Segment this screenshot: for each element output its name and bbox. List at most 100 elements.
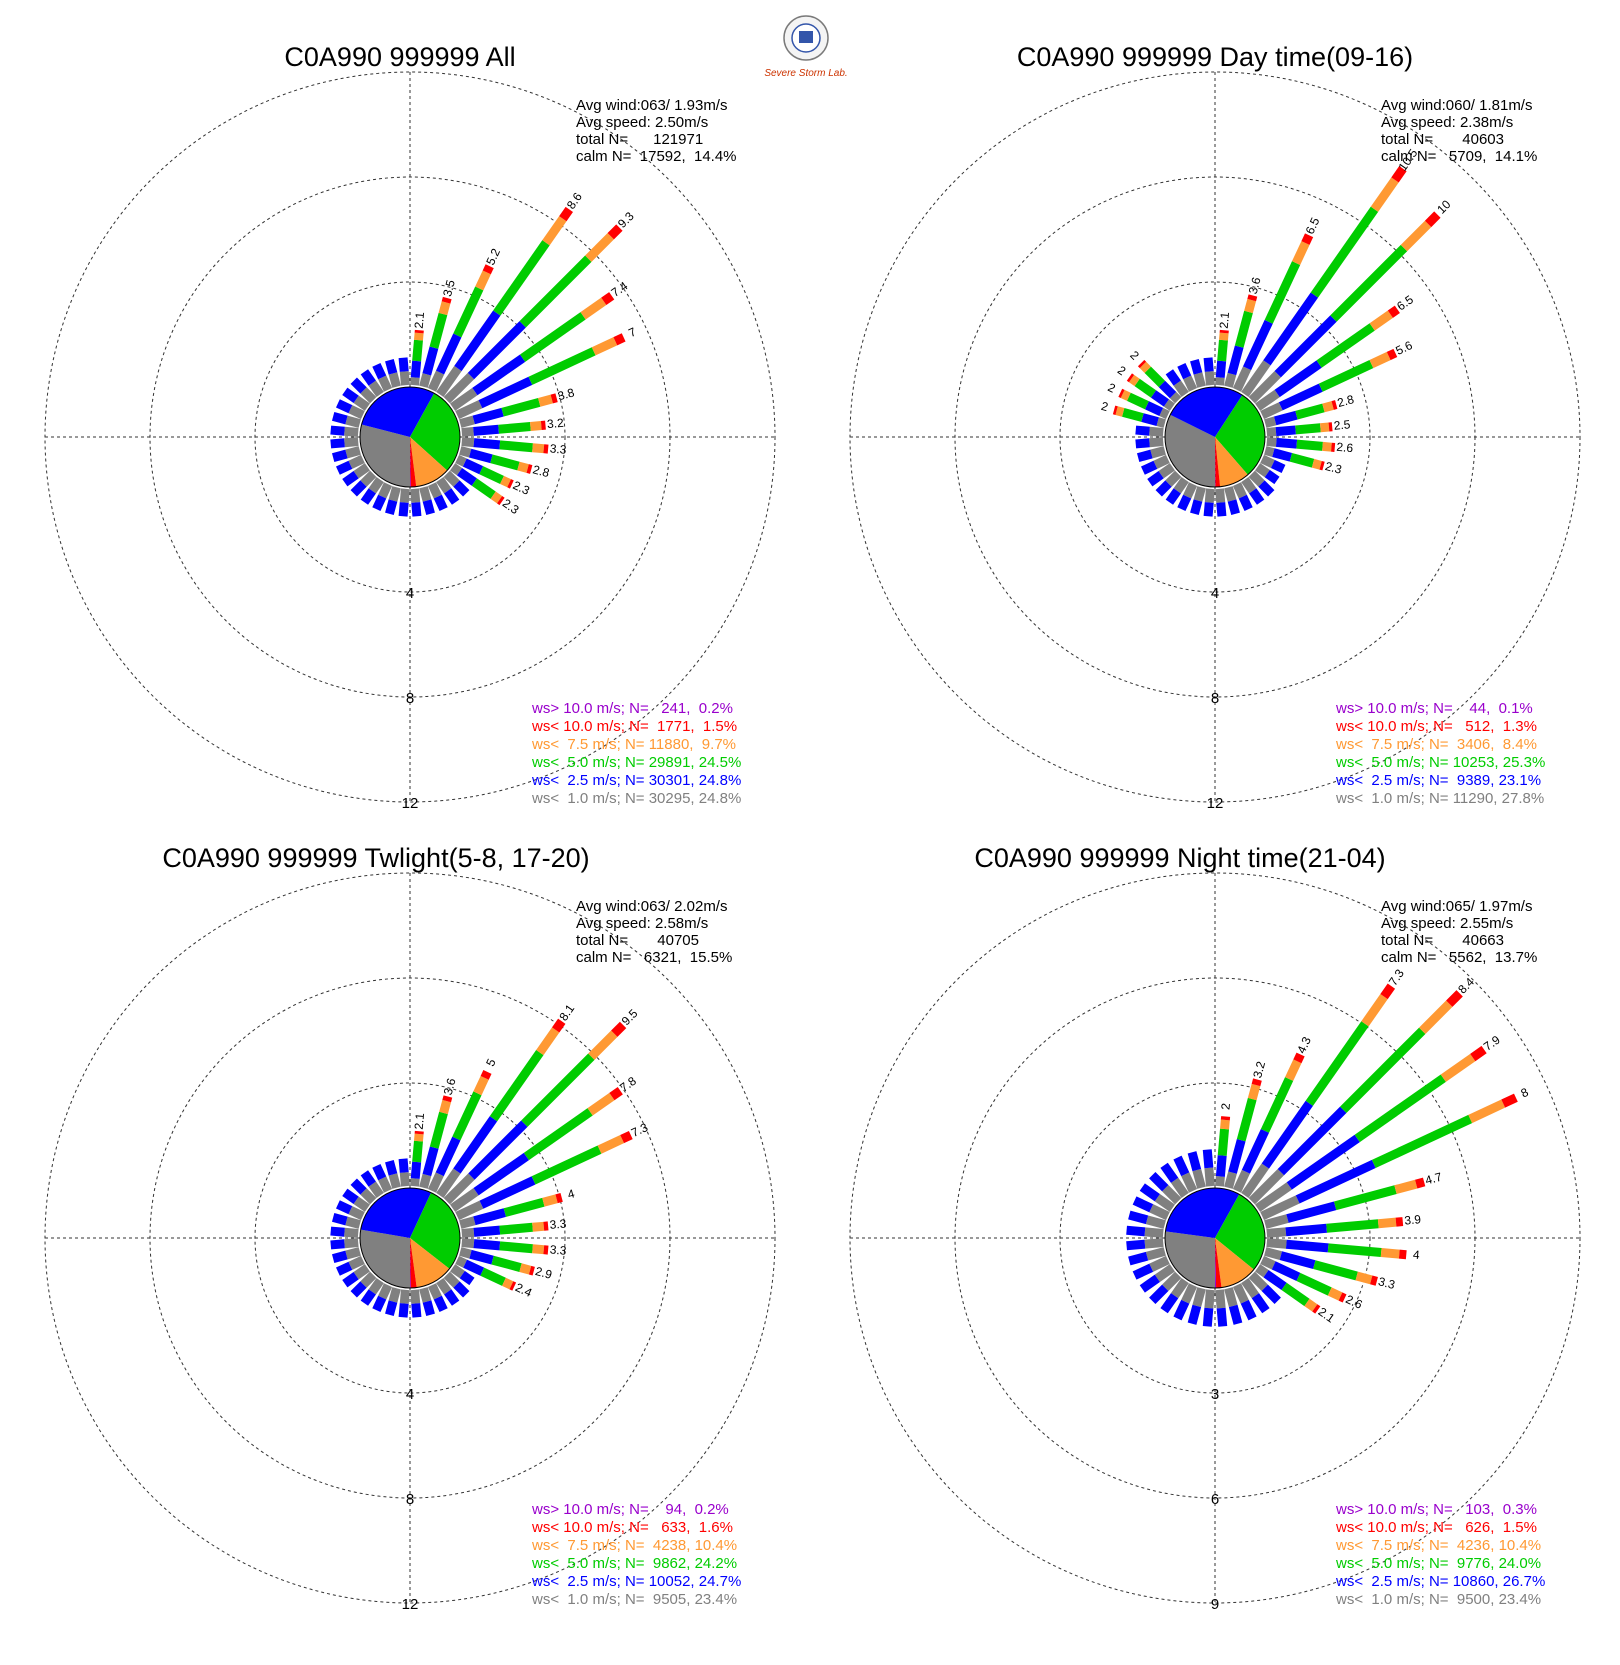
spoke-bar bbox=[1207, 1150, 1210, 1187]
spoke-segment bbox=[518, 466, 527, 468]
spoke-segment bbox=[363, 1191, 373, 1201]
ring-label: 12 bbox=[402, 795, 419, 812]
spoke-segment bbox=[1253, 491, 1261, 502]
spoke-segment bbox=[1138, 454, 1151, 458]
spoke-segment bbox=[460, 1221, 474, 1225]
spoke-segment bbox=[1151, 1208, 1168, 1216]
spoke-segment bbox=[460, 450, 470, 453]
spoke-segment bbox=[356, 467, 367, 475]
spoke-segment bbox=[1237, 1285, 1245, 1302]
spoke-segment bbox=[1256, 1080, 1257, 1085]
spoke-segment bbox=[1221, 1308, 1223, 1326]
windrose-panel: 48122.13.55.28.69.37.473.83.23.32.82.32.… bbox=[45, 42, 775, 812]
spoke-segment bbox=[604, 296, 612, 302]
spoke-segment bbox=[1267, 432, 1276, 433]
spoke-segment bbox=[331, 1244, 345, 1245]
spoke-segment bbox=[440, 1281, 448, 1292]
spoke-segment bbox=[1443, 1058, 1472, 1079]
spoke-bar bbox=[1220, 489, 1222, 516]
spoke-segment bbox=[1149, 431, 1163, 432]
panel-title: C0A990 999999 Twlight(5-8, 17-20) bbox=[162, 843, 589, 873]
spoke-segment bbox=[1220, 361, 1221, 377]
spoke-segment bbox=[1267, 1232, 1286, 1234]
spoke-segment bbox=[356, 1200, 367, 1208]
spoke-segment bbox=[1237, 484, 1243, 496]
legend-entry: ws< 1.0 m/s; N= 30295, 24.8% bbox=[531, 790, 741, 807]
spoke-segment bbox=[1177, 1302, 1185, 1319]
spoke-segment bbox=[1320, 427, 1328, 428]
spoke-segment bbox=[1357, 1276, 1372, 1280]
spoke-segment bbox=[474, 1213, 504, 1221]
legend-entry: ws< 7.5 m/s; N= 11880, 9.7% bbox=[531, 736, 736, 753]
spoke-segment bbox=[1258, 467, 1268, 474]
spoke-segment bbox=[1192, 1306, 1197, 1324]
spoke-segment bbox=[1207, 1150, 1209, 1168]
spoke-segment bbox=[416, 1304, 417, 1318]
spoke-segment bbox=[1169, 372, 1177, 383]
legend-entry: ws< 10.0 m/s; N= 633, 1.6% bbox=[531, 1519, 733, 1536]
spoke-segment bbox=[1177, 383, 1185, 394]
spoke-value-label: 3.2 bbox=[546, 416, 564, 431]
spoke-segment bbox=[1287, 1206, 1335, 1219]
spoke-segment bbox=[474, 1230, 500, 1232]
spoke-segment bbox=[540, 1030, 556, 1053]
spoke-value-label: 3.3 bbox=[549, 1242, 567, 1257]
spoke-bar bbox=[403, 489, 405, 516]
spoke-segment bbox=[1275, 415, 1296, 421]
stat-line: Avg wind:063/ 2.02m/s bbox=[576, 898, 727, 915]
spoke-segment bbox=[1220, 1176, 1221, 1186]
spoke-segment bbox=[1296, 408, 1323, 415]
spoke-segment bbox=[505, 1202, 544, 1212]
spoke-segment bbox=[376, 497, 382, 509]
legend-entry: ws< 7.5 m/s; N= 4238, 10.4% bbox=[531, 1537, 737, 1554]
spoke-segment bbox=[1233, 1306, 1238, 1324]
spoke-segment bbox=[389, 360, 393, 373]
spoke-segment bbox=[465, 1264, 482, 1272]
spoke-segment bbox=[500, 500, 502, 502]
spoke-segment bbox=[552, 398, 557, 399]
spoke-value-label: 2.1 bbox=[412, 1112, 427, 1130]
spoke-segment bbox=[1208, 358, 1209, 372]
spoke-segment bbox=[1273, 453, 1290, 458]
spoke-segment bbox=[423, 1175, 426, 1188]
spoke-segment bbox=[346, 450, 359, 454]
spoke-value-label: 2.1 bbox=[1217, 311, 1232, 329]
spoke-segment bbox=[1147, 405, 1161, 412]
calm-pie bbox=[1165, 387, 1265, 487]
spoke-segment bbox=[423, 487, 427, 500]
ring-label: 8 bbox=[406, 1491, 414, 1508]
spoke-segment bbox=[1114, 410, 1117, 411]
spoke-segment bbox=[521, 1268, 531, 1271]
spoke-segment bbox=[1404, 224, 1428, 248]
spoke-segment bbox=[612, 1091, 620, 1097]
spoke-bar bbox=[403, 358, 405, 385]
spoke-segment bbox=[462, 442, 474, 443]
spoke-value-label: 2.8 bbox=[531, 462, 551, 480]
spoke-segment bbox=[1286, 1244, 1328, 1248]
spoke-value-label: 5.6 bbox=[1394, 338, 1415, 358]
spoke-segment bbox=[523, 316, 583, 358]
spoke-segment bbox=[344, 1232, 358, 1233]
spoke-bar bbox=[415, 1290, 417, 1317]
legend-entry: ws< 7.5 m/s; N= 3406, 8.4% bbox=[1335, 736, 1537, 753]
spoke-segment bbox=[1422, 1004, 1449, 1031]
spoke-segment bbox=[1232, 501, 1236, 514]
spoke-segment bbox=[447, 474, 457, 484]
spoke-segment bbox=[1365, 997, 1384, 1024]
spoke-segment bbox=[1313, 463, 1321, 465]
spoke-bar bbox=[1136, 430, 1163, 432]
spoke-bar bbox=[331, 430, 358, 432]
spoke-segment bbox=[415, 1179, 416, 1187]
spoke-segment bbox=[389, 1161, 393, 1174]
spoke-segment bbox=[465, 463, 481, 471]
spoke-segment bbox=[1289, 1061, 1297, 1079]
spoke-bar bbox=[1208, 489, 1210, 516]
legend-entry: ws< 2.5 m/s; N= 30301, 24.8% bbox=[531, 772, 741, 789]
spoke-segment bbox=[1252, 1085, 1256, 1099]
spoke-value-label: 2 bbox=[1218, 1102, 1233, 1110]
spoke-segment bbox=[1378, 1222, 1396, 1224]
ring-label: 8 bbox=[1211, 690, 1219, 707]
spoke-segment bbox=[382, 484, 388, 496]
spoke-segment bbox=[590, 1097, 612, 1112]
